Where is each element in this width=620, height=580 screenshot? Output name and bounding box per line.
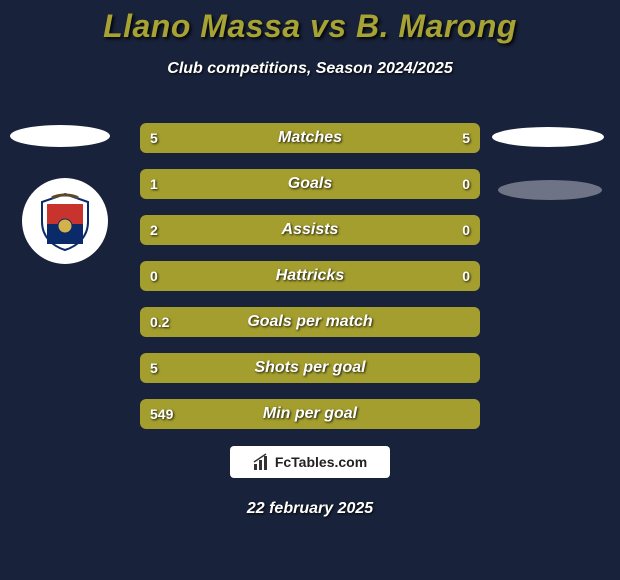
stat-value-left: 5 (150, 353, 158, 383)
stat-bar-left-fill (140, 123, 310, 153)
stat-bar-left-fill (140, 353, 480, 383)
stat-bar-right-fill (310, 123, 480, 153)
stat-row: Goals per match0.2 (140, 307, 480, 337)
footer-date: 22 february 2025 (0, 500, 620, 518)
stat-value-right: 0 (462, 169, 470, 199)
stat-value-left: 5 (150, 123, 158, 153)
stat-value-right: 0 (462, 215, 470, 245)
stat-row: Hattricks00 (140, 261, 480, 291)
stat-bar-left-fill (140, 215, 398, 245)
right-player-ellipse-2 (498, 180, 602, 200)
stat-value-left: 1 (150, 169, 158, 199)
stat-row: Assists20 (140, 215, 480, 245)
right-player-ellipse-1 (492, 127, 604, 147)
subtitle: Club competitions, Season 2024/2025 (0, 60, 620, 78)
stat-value-left: 2 (150, 215, 158, 245)
left-player-club-badge (22, 178, 108, 264)
stat-bar-left-fill (140, 169, 398, 199)
stat-row: Shots per goal5 (140, 353, 480, 383)
page-title: Llano Massa vs B. Marong (0, 8, 620, 45)
stat-value-left: 0.2 (150, 307, 169, 337)
comparison-infographic: Llano Massa vs B. Marong Club competitio… (0, 0, 620, 580)
stat-bar-left-fill (140, 399, 480, 429)
left-player-ellipse (10, 125, 110, 147)
fctables-logo-text: FcTables.com (275, 454, 367, 470)
stat-row: Goals10 (140, 169, 480, 199)
stat-bar-right-fill (310, 261, 480, 291)
stat-bar-left-fill (140, 261, 310, 291)
stat-value-left: 549 (150, 399, 173, 429)
club-crest-icon (32, 188, 98, 254)
stat-bar-left-fill (140, 307, 480, 337)
stat-value-left: 0 (150, 261, 158, 291)
stat-row: Min per goal549 (140, 399, 480, 429)
stat-value-right: 5 (462, 123, 470, 153)
stat-row: Matches55 (140, 123, 480, 153)
fctables-logo: FcTables.com (230, 446, 390, 478)
stat-value-right: 0 (462, 261, 470, 291)
stat-bars: Matches55Goals10Assists20Hattricks00Goal… (140, 123, 480, 445)
bars-chart-icon (253, 453, 271, 471)
